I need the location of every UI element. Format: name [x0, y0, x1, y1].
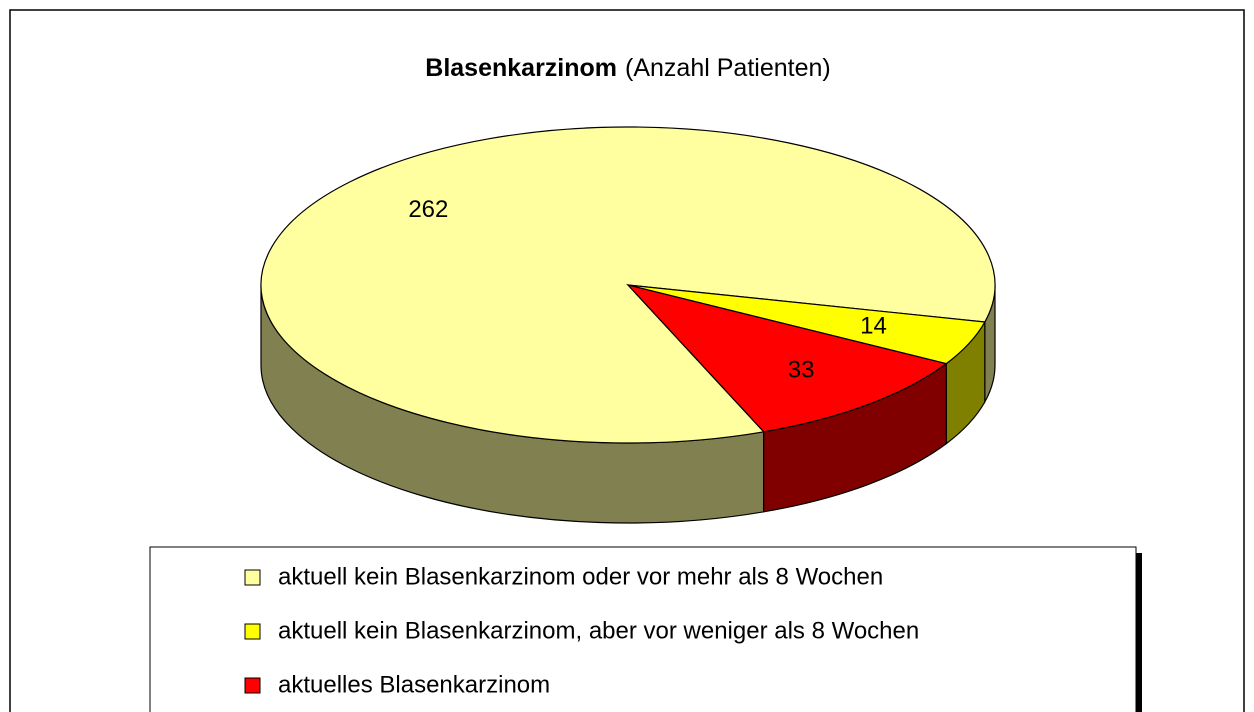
data-label: 262	[408, 196, 448, 223]
chart-subtitle: (Anzahl Patienten)	[625, 54, 831, 82]
pie: 262 14 33	[260, 126, 996, 524]
chart-title: Blasenkarzinom	[425, 54, 617, 82]
pie-slice	[626, 283, 948, 433]
legend-items: aktuell kein Blasenkarzinom oder vor meh…	[244, 563, 919, 698]
legend-swatch	[244, 677, 261, 694]
data-label: 14	[860, 312, 887, 339]
legend-swatch	[244, 623, 261, 640]
legend-swatch	[244, 569, 261, 586]
legend-label: aktuell kein Blasenkarzinom, aber vor we…	[278, 617, 919, 644]
legend-label: aktuelles Blasenkarzinom	[278, 671, 550, 698]
legend-shadow	[1134, 553, 1142, 712]
chart-title-group: Blasenkarzinom (Anzahl Patienten)	[425, 54, 830, 82]
data-label: 33	[788, 356, 815, 383]
legend-label: aktuell kein Blasenkarzinom oder vor meh…	[278, 563, 883, 590]
legend	[149, 546, 1137, 712]
